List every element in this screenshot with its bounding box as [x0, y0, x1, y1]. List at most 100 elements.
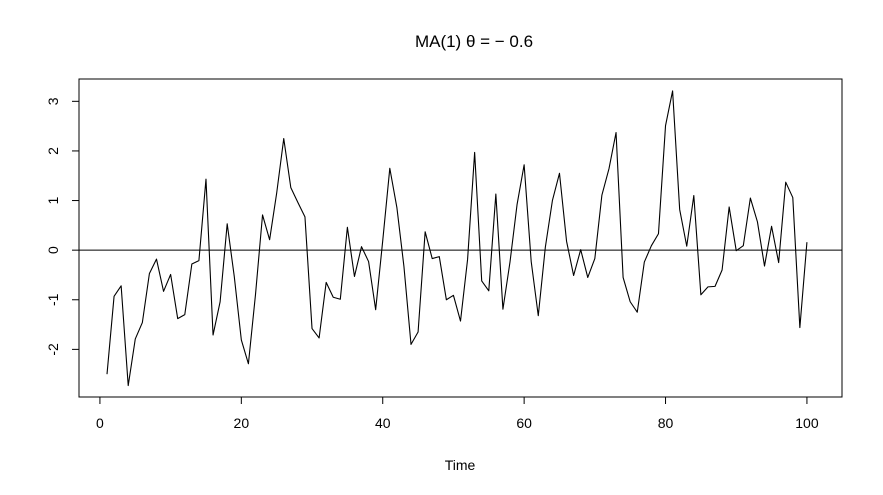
data-point — [290, 187, 291, 188]
data-point — [113, 296, 114, 297]
data-point — [524, 164, 525, 165]
data-point — [439, 256, 440, 257]
data-point — [417, 331, 418, 332]
data-point — [156, 258, 157, 259]
x-tick-label: 100 — [795, 415, 819, 431]
series-points — [106, 90, 807, 386]
data-point — [743, 245, 744, 246]
data-point — [481, 280, 482, 281]
x-tick-label: 40 — [375, 415, 391, 431]
data-point — [453, 295, 454, 296]
data-point — [128, 385, 129, 386]
x-axis: 0 20 40 60 80 100 — [96, 397, 819, 431]
data-point — [587, 277, 588, 278]
data-point — [502, 309, 503, 310]
data-point — [750, 197, 751, 198]
data-point — [608, 168, 609, 169]
data-point — [615, 132, 616, 133]
data-point — [566, 241, 567, 242]
data-point — [255, 294, 256, 295]
x-tick-label: 80 — [658, 415, 674, 431]
data-point — [474, 152, 475, 153]
data-point — [460, 321, 461, 322]
y-tick-label: -2 — [45, 343, 61, 356]
series-line — [106, 90, 808, 387]
data-point — [304, 216, 305, 217]
data-point — [163, 291, 164, 292]
data-point — [149, 273, 150, 274]
data-point — [651, 245, 652, 246]
data-point — [354, 276, 355, 277]
data-point — [135, 338, 136, 339]
data-point — [792, 197, 793, 198]
data-point — [184, 314, 185, 315]
data-point — [707, 286, 708, 287]
x-tick-label: 0 — [96, 415, 104, 431]
data-point — [495, 194, 496, 195]
data-point — [509, 261, 510, 262]
data-point — [297, 202, 298, 203]
data-point — [778, 262, 779, 263]
data-point — [340, 299, 341, 300]
plot-frame — [78, 78, 843, 398]
data-point — [191, 263, 192, 264]
data-point — [106, 374, 107, 375]
data-point — [538, 315, 539, 316]
data-point — [721, 269, 722, 270]
y-axis: -2 -1 0 1 2 3 — [45, 97, 79, 356]
data-point — [121, 285, 122, 286]
data-point — [799, 327, 800, 328]
data-point — [389, 168, 390, 169]
data-point — [375, 309, 376, 310]
data-point — [269, 239, 270, 240]
y-tick-label: -1 — [45, 293, 61, 306]
data-point — [326, 282, 327, 283]
data-point — [368, 261, 369, 262]
data-point — [234, 276, 235, 277]
data-point — [679, 209, 680, 210]
y-tick-label: 1 — [45, 196, 61, 204]
data-point — [764, 265, 765, 266]
data-point — [425, 231, 426, 232]
data-point — [467, 259, 468, 260]
x-axis-label: Time — [445, 457, 476, 473]
data-point — [552, 200, 553, 201]
data-point — [170, 274, 171, 275]
data-point — [241, 339, 242, 340]
data-point — [396, 207, 397, 208]
y-tick-label: 2 — [45, 147, 61, 155]
data-point — [630, 301, 631, 302]
data-point — [665, 125, 666, 126]
data-point — [729, 206, 730, 207]
data-point — [559, 173, 560, 174]
data-point — [220, 301, 221, 302]
data-point — [637, 312, 638, 313]
data-point — [580, 249, 581, 250]
x-tick-label: 20 — [234, 415, 250, 431]
chart-title: MA(1) θ = − 0.6 — [415, 32, 533, 51]
data-point — [488, 290, 489, 291]
data-point — [594, 258, 595, 259]
data-point — [785, 182, 786, 183]
data-point — [333, 297, 334, 298]
data-point — [283, 138, 284, 139]
data-point — [573, 275, 574, 276]
data-point — [276, 193, 277, 194]
data-point — [361, 246, 362, 247]
data-point — [686, 246, 687, 247]
data-point — [347, 227, 348, 228]
data-point — [545, 247, 546, 248]
data-point — [248, 363, 249, 364]
data-point — [658, 233, 659, 234]
data-point — [644, 261, 645, 262]
data-point — [410, 344, 411, 345]
x-tick-label: 60 — [516, 415, 532, 431]
data-point — [205, 179, 206, 180]
data-point — [432, 258, 433, 259]
data-point — [516, 204, 517, 205]
data-point — [403, 266, 404, 267]
y-tick-label: 3 — [45, 97, 61, 105]
data-point — [714, 286, 715, 287]
data-point — [736, 250, 737, 251]
